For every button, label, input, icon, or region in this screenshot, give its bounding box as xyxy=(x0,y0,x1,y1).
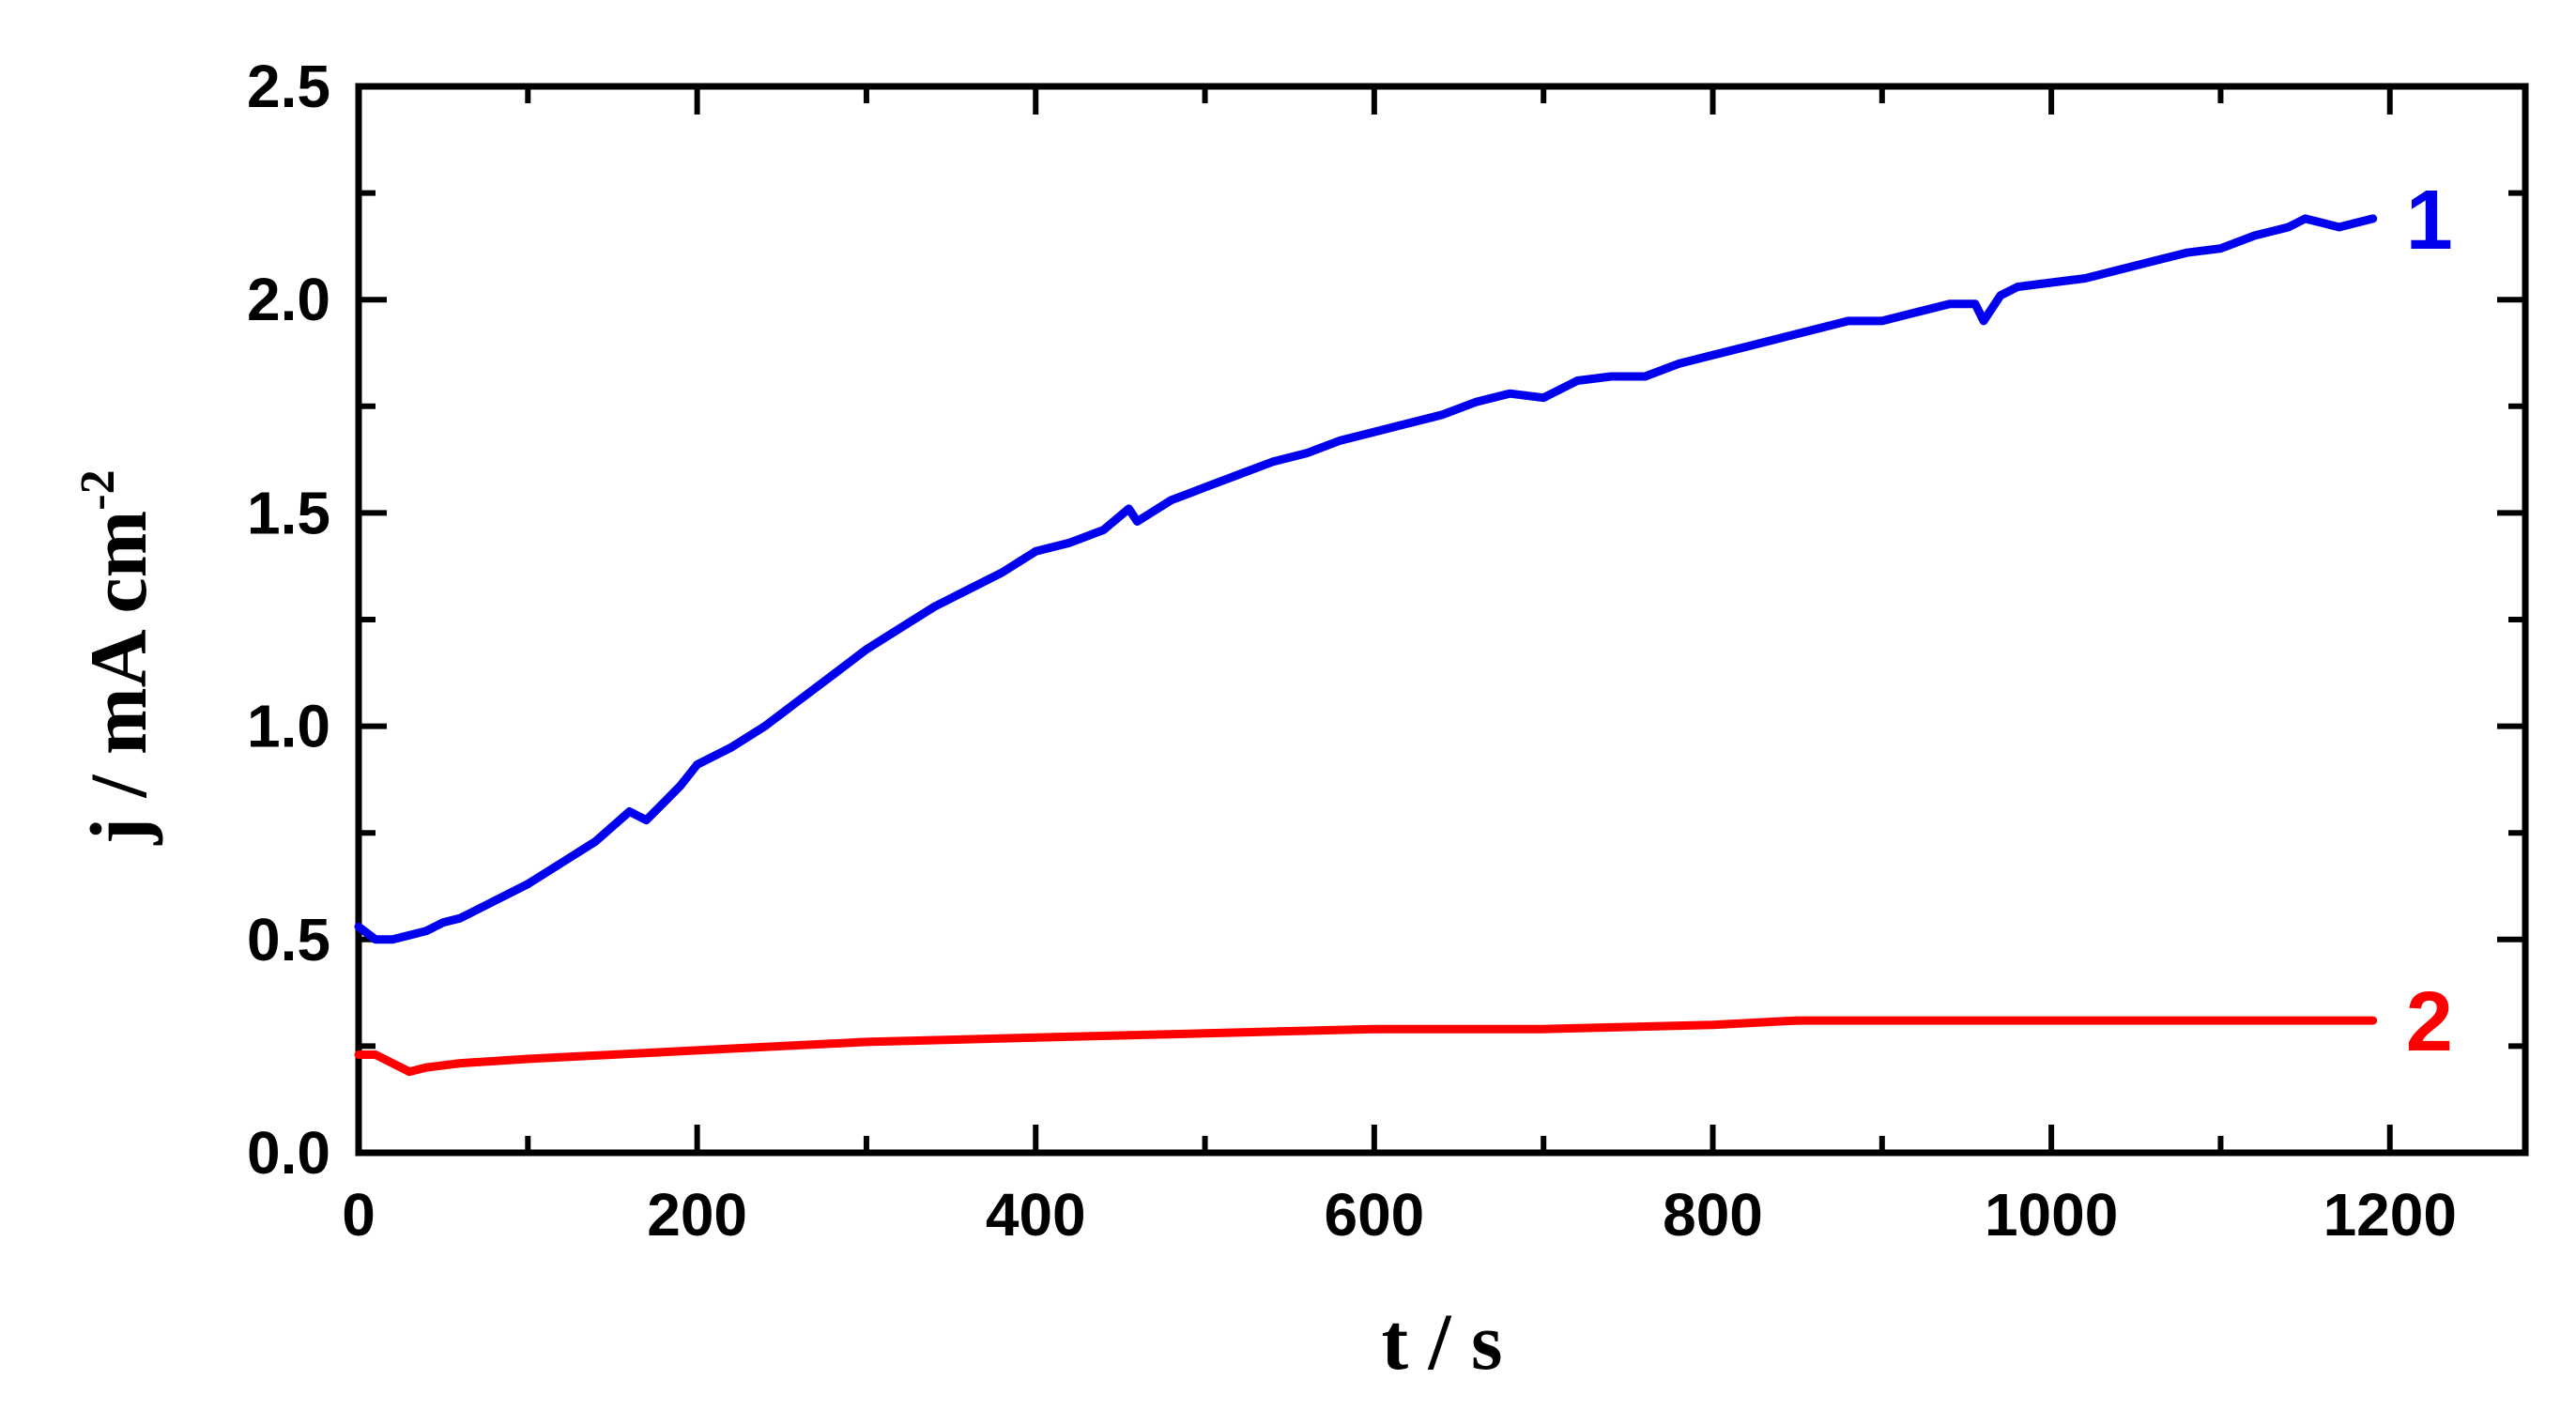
plot-frame-layer xyxy=(355,83,2529,1157)
series-layer xyxy=(354,214,2378,1077)
x-tick-label: 0 xyxy=(342,1181,376,1249)
series-label-1: 1 xyxy=(2406,174,2453,268)
y-axis-title-main: j / mA cm xyxy=(73,511,163,846)
y-axis-title-superscript: -2 xyxy=(71,469,125,510)
y-tick-label: 2.5 xyxy=(247,53,330,120)
y-axis-title: j / mA cm-2 xyxy=(71,469,163,845)
x-tick-label: 800 xyxy=(1663,1181,1763,1249)
series-line-2 xyxy=(354,1016,2378,1077)
labels-layer: 0 200 400 600 800 1000 1200 0.0 0.5 1.0 1.5 2.0 2.5 1… xyxy=(71,53,2457,1387)
x-tick-label: 1200 xyxy=(2323,1181,2457,1249)
x-tick-label: 200 xyxy=(647,1181,747,1249)
ticks-layer xyxy=(356,84,2525,1156)
series-line-1 xyxy=(354,214,2378,944)
y-tick-label: 0.0 xyxy=(247,1119,330,1187)
series-label-2: 2 xyxy=(2406,975,2453,1069)
y-tick-label: 2.0 xyxy=(247,266,330,333)
y-tick-label: 1.5 xyxy=(247,479,330,546)
y-tick-label: 1.0 xyxy=(247,693,330,760)
x-tick-label: 600 xyxy=(1324,1181,1424,1249)
x-axis-title: t / s xyxy=(1382,1296,1503,1387)
x-tick-label: 400 xyxy=(986,1181,1086,1249)
plot-frame xyxy=(355,83,2529,1157)
x-tick-label: 1000 xyxy=(1985,1181,2118,1249)
y-tick-label: 0.5 xyxy=(247,906,330,973)
